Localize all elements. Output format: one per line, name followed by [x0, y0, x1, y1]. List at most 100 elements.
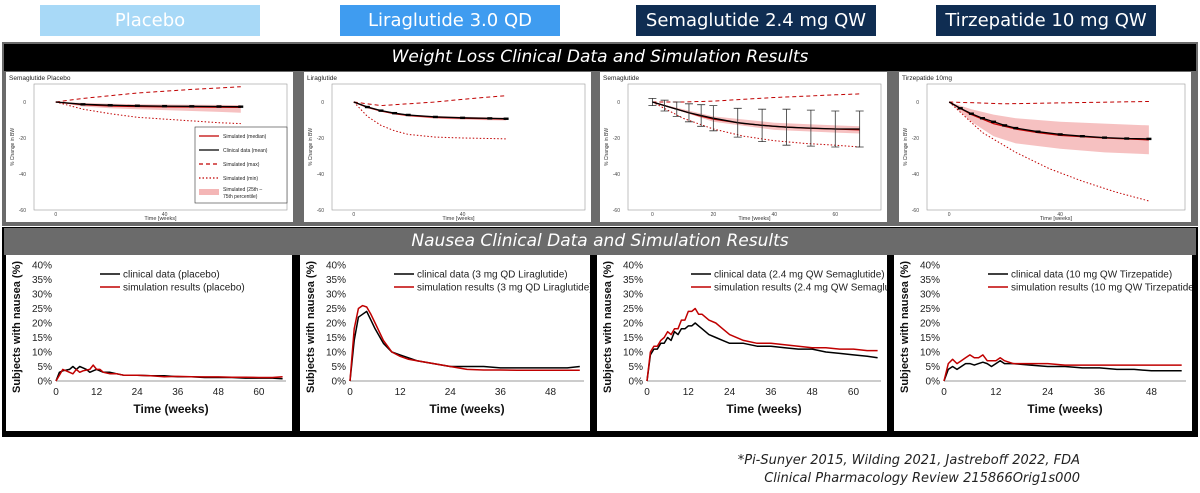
clinical-data-point: [487, 117, 493, 120]
y-tick-label: 30%: [326, 290, 346, 301]
series-simulated-max: [652, 93, 860, 103]
y-tick-label: 35%: [920, 275, 940, 286]
legend-label: simulation results (3 mg QD Liraglutide): [417, 283, 590, 294]
clinical-data-point: [80, 103, 86, 106]
plot-frame: [331, 83, 586, 211]
clinical-data-point: [1035, 130, 1041, 133]
series-simulation-results: [943, 354, 1182, 382]
series-clinical-data: [943, 359, 1182, 382]
clinical-data-point: [432, 115, 438, 119]
x-tick-label: 0: [347, 387, 353, 398]
x-tick-label: 12: [91, 387, 103, 398]
legend-swatch-band: [199, 189, 219, 195]
x-tick-label: 24: [445, 387, 457, 398]
legend-label: clinical data (10 mg QW Tirzepatide): [1011, 270, 1172, 281]
y-tick-label: 25%: [623, 304, 643, 315]
y-tick-label: -20: [613, 136, 620, 142]
clinical-error-bar: [758, 108, 767, 142]
series-simulation-results: [349, 304, 580, 382]
legend-label: Simulated (max): [223, 162, 260, 168]
x-axis-label: Time (weeks): [726, 402, 801, 416]
x-tick-label: 60: [832, 212, 838, 218]
clinical-data-point: [968, 112, 974, 115]
x-tick-label: 60: [848, 387, 860, 398]
y-axis-label: Subjects with nausea (%): [11, 261, 23, 393]
legend-label: Clinical data (mean): [223, 148, 268, 154]
x-axis-label: Time [weeks]: [442, 216, 475, 222]
clinical-data-point: [1102, 136, 1108, 139]
series-simulated-max: [55, 86, 241, 103]
clinical-error-bar: [733, 107, 742, 138]
y-tick-label: 0: [617, 100, 620, 106]
series-simulated-min: [652, 101, 860, 148]
legend-label: clinical data (placebo): [123, 270, 220, 281]
header-placebo: Placebo: [40, 5, 260, 36]
x-tick-label: 48: [1146, 387, 1158, 398]
y-tick-label: 0%: [629, 377, 644, 388]
y-tick-label: 15%: [920, 333, 940, 344]
header-liraglutide: Liraglutide 3.0 QD: [340, 5, 560, 36]
clinical-data-point: [238, 105, 244, 108]
clinical-error-bar: [709, 105, 718, 132]
x-tick-label: 0: [948, 212, 951, 218]
y-axis-label: % Change in BW: [10, 128, 16, 166]
y-tick-label: 20%: [32, 319, 52, 330]
x-tick-label: 48: [807, 387, 819, 398]
clinical-data-point: [1124, 137, 1130, 140]
legend-label: simulation results (10 mg QW Tirzepatide…: [1011, 283, 1192, 294]
y-tick-label: 5%: [629, 362, 644, 373]
y-tick-label: 10%: [326, 348, 346, 359]
clinical-data-point: [1002, 124, 1008, 127]
nausea-chart-semaglutide: 0% 5% 10% 15% 20% 25% 30% 35% 40% 0 12 24 36 48 60 Time…: [597, 255, 887, 431]
clinical-data-point: [216, 105, 222, 108]
chart-background: [304, 72, 591, 222]
x-tick-label: 24: [132, 387, 144, 398]
y-tick-label: 40%: [32, 261, 52, 272]
y-tick-label: -40: [317, 172, 324, 178]
series-simulated-max: [353, 95, 507, 107]
y-tick-label: 20%: [623, 319, 643, 330]
y-tick-label: -20: [19, 136, 26, 142]
series-simulated-min: [55, 101, 241, 125]
footnote-line-1: *Pi-Sunyer 2015, Wilding 2021, Jastrebof…: [737, 453, 1080, 468]
clinical-data-point: [392, 111, 398, 115]
y-tick-label: 5%: [332, 362, 347, 373]
legend-label: clinical data (3 mg QD Liraglutide): [417, 270, 568, 281]
y-axis-label: Subjects with nausea (%): [305, 261, 317, 393]
y-tick-label: 0%: [332, 377, 347, 388]
y-tick-label: -20: [317, 136, 324, 142]
chart-title: Semaglutide Placebo: [9, 75, 71, 82]
plot-frame: [627, 83, 882, 211]
legend-label: clinical data (2.4 mg QW Semaglutide): [714, 270, 885, 281]
x-tick-label: 0: [54, 212, 57, 218]
y-tick-label: 35%: [32, 275, 52, 286]
clinical-data-point: [1079, 135, 1085, 138]
clinical-error-bar: [697, 104, 706, 127]
series-simulation-results: [646, 307, 878, 382]
weight-section-title: Weight Loss Clinical Data and Simulation…: [4, 44, 1196, 71]
plot-frame: [926, 83, 1186, 211]
y-tick-label: 0%: [926, 377, 941, 388]
chart-background: [300, 255, 590, 431]
y-tick-label: 0: [321, 100, 324, 106]
chart-background: [6, 255, 292, 431]
clinical-error-bar: [831, 110, 840, 148]
y-tick-label: -40: [912, 172, 919, 178]
chart-background: [894, 255, 1192, 431]
clinical-data-point: [957, 107, 963, 110]
clinical-error-bar: [855, 110, 864, 148]
x-tick-label: 36: [1094, 387, 1106, 398]
legend-label: 75th percentile): [223, 194, 258, 200]
clinical-data-point: [1057, 133, 1063, 136]
x-tick-label: 0: [53, 387, 59, 398]
x-tick-label: 40: [1057, 212, 1063, 218]
clinical-error-bar: [782, 108, 791, 146]
x-tick-label: 20: [711, 212, 717, 218]
legend-label: Simulated (min): [223, 176, 258, 182]
x-tick-label: 0: [941, 387, 947, 398]
chart-title: Liraglutide: [307, 75, 337, 82]
y-tick-label: 10%: [623, 348, 643, 359]
y-tick-label: 20%: [326, 319, 346, 330]
